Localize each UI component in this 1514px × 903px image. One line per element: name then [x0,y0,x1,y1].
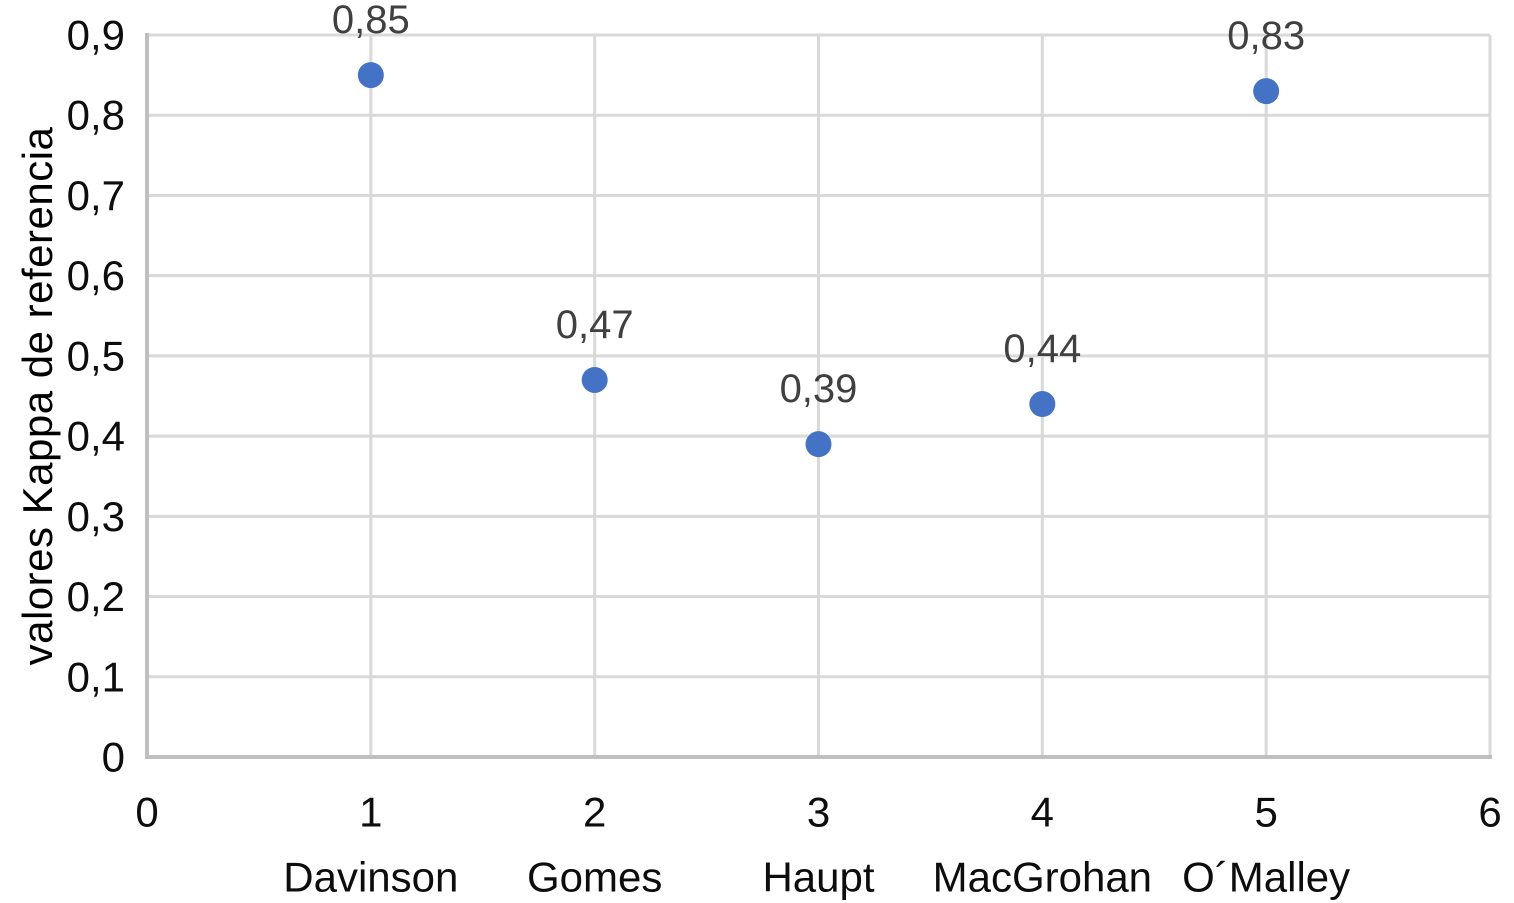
y-tick-label: 0 [102,734,125,781]
data-point-label: 0,44 [1003,327,1081,371]
category-label: Davinson [283,854,458,901]
x-tick-label: 0 [135,789,158,836]
category-label: Haupt [762,854,874,901]
y-tick-label: 0,6 [67,252,125,299]
category-label: Gomes [527,854,662,901]
data-point-label: 0,47 [556,303,634,347]
y-tick-label: 0,9 [67,12,125,59]
data-point [1029,391,1056,418]
x-tick-label: 6 [1478,789,1501,836]
y-tick-label: 0,1 [67,653,125,700]
y-tick-label: 0,7 [67,172,125,219]
data-point [1253,78,1280,105]
data-point [581,366,608,393]
data-point-label: 0,85 [332,0,410,42]
x-tick-label: 1 [359,789,382,836]
y-tick-label: 0,4 [67,413,125,460]
x-tick-label: 5 [1254,789,1277,836]
y-tick-label: 0,8 [67,92,125,139]
x-tick-label: 3 [807,789,830,836]
data-point-label: 0,39 [780,367,858,411]
data-point-label: 0,83 [1227,14,1305,58]
x-tick-label: 4 [1031,789,1054,836]
y-tick-label: 0,2 [67,573,125,620]
y-tick-label: 0,3 [67,493,125,540]
y-axis-title: valores Kappa de referencia [14,126,61,666]
x-tick-label: 2 [583,789,606,836]
data-point [805,431,832,458]
category-label: O´Malley [1182,854,1350,901]
y-tick-label: 0,5 [67,332,125,379]
category-label: MacGrohan [933,854,1152,901]
data-point [357,62,384,89]
